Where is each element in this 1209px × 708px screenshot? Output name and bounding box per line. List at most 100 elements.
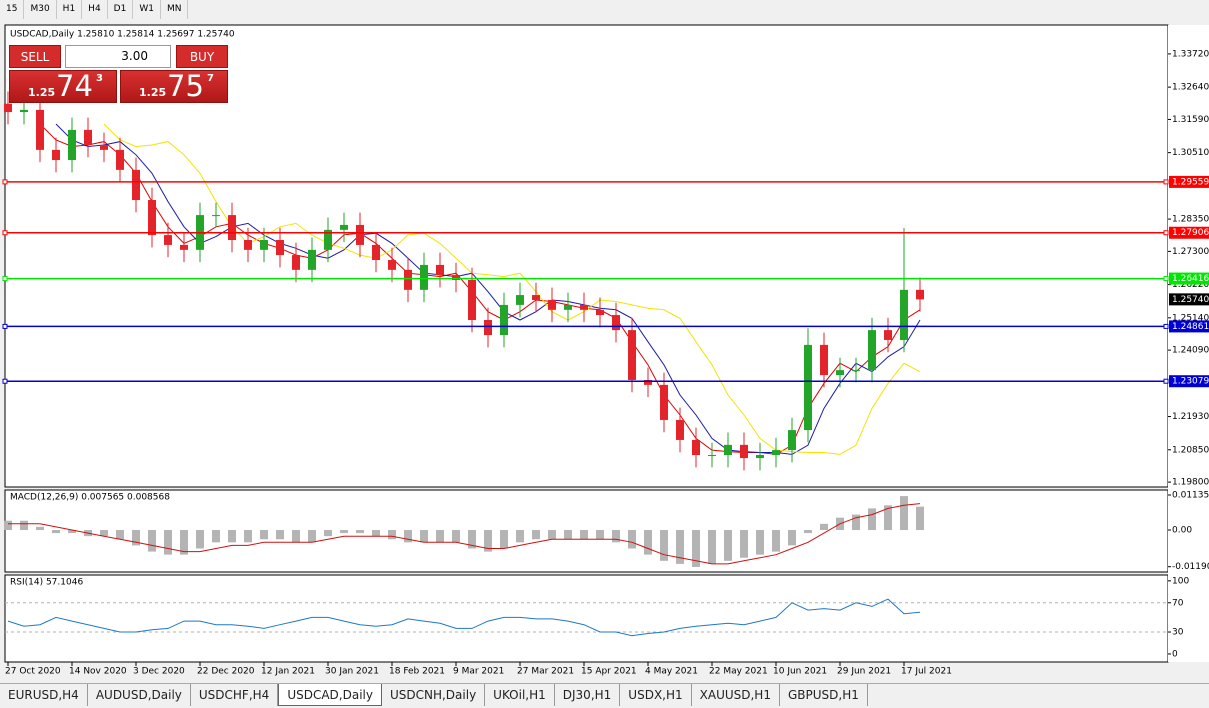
macd-bar	[52, 529, 60, 534]
rsi-line	[7, 598, 921, 637]
x-tick-label: 12 Jan 2021	[261, 667, 315, 677]
candle-body	[852, 370, 860, 372]
candle-body	[436, 264, 444, 276]
macd-bar	[580, 529, 588, 540]
y-tick-label: 1.31590	[1172, 115, 1209, 125]
candle-body	[100, 144, 108, 150]
y-tick-label: 1.27300	[1172, 247, 1209, 257]
candle-body	[804, 344, 812, 431]
chart-tab[interactable]: EURUSD,H4	[0, 684, 88, 706]
chart-tab[interactable]: USDX,H1	[620, 684, 692, 706]
macd-bar	[452, 529, 460, 543]
y-tick-label: 0	[1172, 649, 1178, 659]
candle-body	[660, 384, 668, 420]
macd-bar	[740, 529, 748, 558]
candle-body	[532, 295, 540, 300]
candle-body	[452, 275, 460, 280]
timeframe-button[interactable]: M30	[24, 0, 57, 19]
chart-tab[interactable]: UKOil,H1	[485, 684, 555, 706]
price-main: 75	[167, 69, 204, 103]
macd-bar	[500, 529, 508, 549]
buy-price[interactable]: 1.25 75 7	[120, 70, 228, 103]
buy-button[interactable]: BUY	[176, 45, 228, 68]
price-axis	[1168, 25, 1209, 662]
macd-bar	[756, 529, 764, 555]
candle-body	[212, 215, 220, 217]
candle-body	[68, 129, 76, 161]
level-label: 1.24861	[1172, 322, 1209, 332]
chart-tab[interactable]: USDCAD,Daily	[278, 684, 382, 706]
chart-tab[interactable]: XAUUSD,H1	[692, 684, 780, 706]
macd-bar	[356, 529, 364, 534]
x-tick-label: 14 Nov 2020	[69, 667, 127, 677]
macd-bar	[324, 529, 332, 537]
timeframe-button[interactable]: H4	[82, 0, 108, 19]
level-handle	[2, 230, 8, 236]
macd-bar	[68, 529, 76, 534]
timeframe-button[interactable]: D1	[108, 0, 134, 19]
chart-tab[interactable]: GBPUSD,H1	[780, 684, 868, 706]
candle-body	[164, 235, 172, 245]
macd-bar	[20, 520, 28, 530]
macd-bar	[372, 529, 380, 537]
y-tick-label: 30	[1172, 628, 1184, 638]
candle-body	[868, 330, 876, 371]
macd-bar	[212, 529, 220, 543]
x-tick-label: 17 Jul 2021	[901, 667, 952, 677]
macd-bar	[788, 529, 796, 546]
macd-bar	[436, 529, 444, 543]
chart-tab[interactable]: USDCNH,Daily	[382, 684, 486, 706]
macd-bar	[468, 529, 476, 549]
sell-button[interactable]: SELL	[9, 45, 61, 68]
price-prefix: 1.25	[28, 86, 56, 99]
macd-bar	[116, 529, 124, 540]
candle-body	[276, 240, 284, 256]
timeframe-button[interactable]: W1	[133, 0, 161, 19]
candle-body	[516, 295, 524, 305]
level-label: 1.29559	[1172, 177, 1209, 187]
macd-bar	[292, 529, 300, 543]
level-handle	[1163, 323, 1169, 329]
candle-body	[116, 149, 124, 170]
x-tick-label: 18 Feb 2021	[389, 667, 445, 677]
x-tick-label: 3 Dec 2020	[133, 667, 185, 677]
candle-body	[740, 444, 748, 459]
timeframe-button[interactable]: 15	[0, 0, 25, 19]
y-tick-label: -0.01190	[1172, 562, 1209, 572]
chart-tab[interactable]: USDCHF,H4	[191, 684, 279, 706]
volume-input[interactable]: 3.00	[65, 45, 171, 68]
macd-bar	[900, 496, 908, 530]
current-price-label: 1.25740	[1172, 295, 1209, 305]
candle-body	[836, 370, 844, 376]
macd-bar	[596, 529, 604, 540]
macd-bar	[148, 529, 156, 552]
level-label: 1.23079	[1172, 377, 1209, 387]
chart-tab[interactable]: DJ30,H1	[555, 684, 621, 706]
y-tick-label: 1.21930	[1172, 412, 1209, 422]
macd-bar	[388, 529, 396, 540]
sell-price[interactable]: 1.25 74 3	[9, 70, 117, 103]
signal-line	[8, 503, 921, 565]
x-tick-label: 9 Mar 2021	[453, 667, 504, 677]
candle-body	[612, 315, 620, 331]
macd-bar	[516, 529, 524, 543]
candle-body	[900, 289, 908, 340]
timeframe-button[interactable]: MN	[161, 0, 189, 19]
macd-bar	[868, 508, 876, 530]
chart-tab[interactable]: AUDUSD,Daily	[88, 684, 191, 706]
macd-bar	[164, 529, 172, 555]
macd-bar	[132, 529, 140, 546]
macd-bar	[228, 529, 236, 543]
x-tick-label: 10 Jun 2021	[773, 667, 827, 677]
current-price-tag	[1169, 293, 1209, 306]
level-tag	[1169, 175, 1209, 188]
y-tick-label: 1.28350	[1172, 215, 1209, 225]
timeframe-button[interactable]: H1	[57, 0, 83, 19]
candle-body	[580, 304, 588, 310]
candle-body	[228, 215, 236, 241]
candle-body	[756, 455, 764, 459]
macd-bar	[180, 529, 188, 555]
candle-body	[404, 269, 412, 290]
candle-body	[644, 379, 652, 385]
candle-body	[388, 259, 396, 270]
